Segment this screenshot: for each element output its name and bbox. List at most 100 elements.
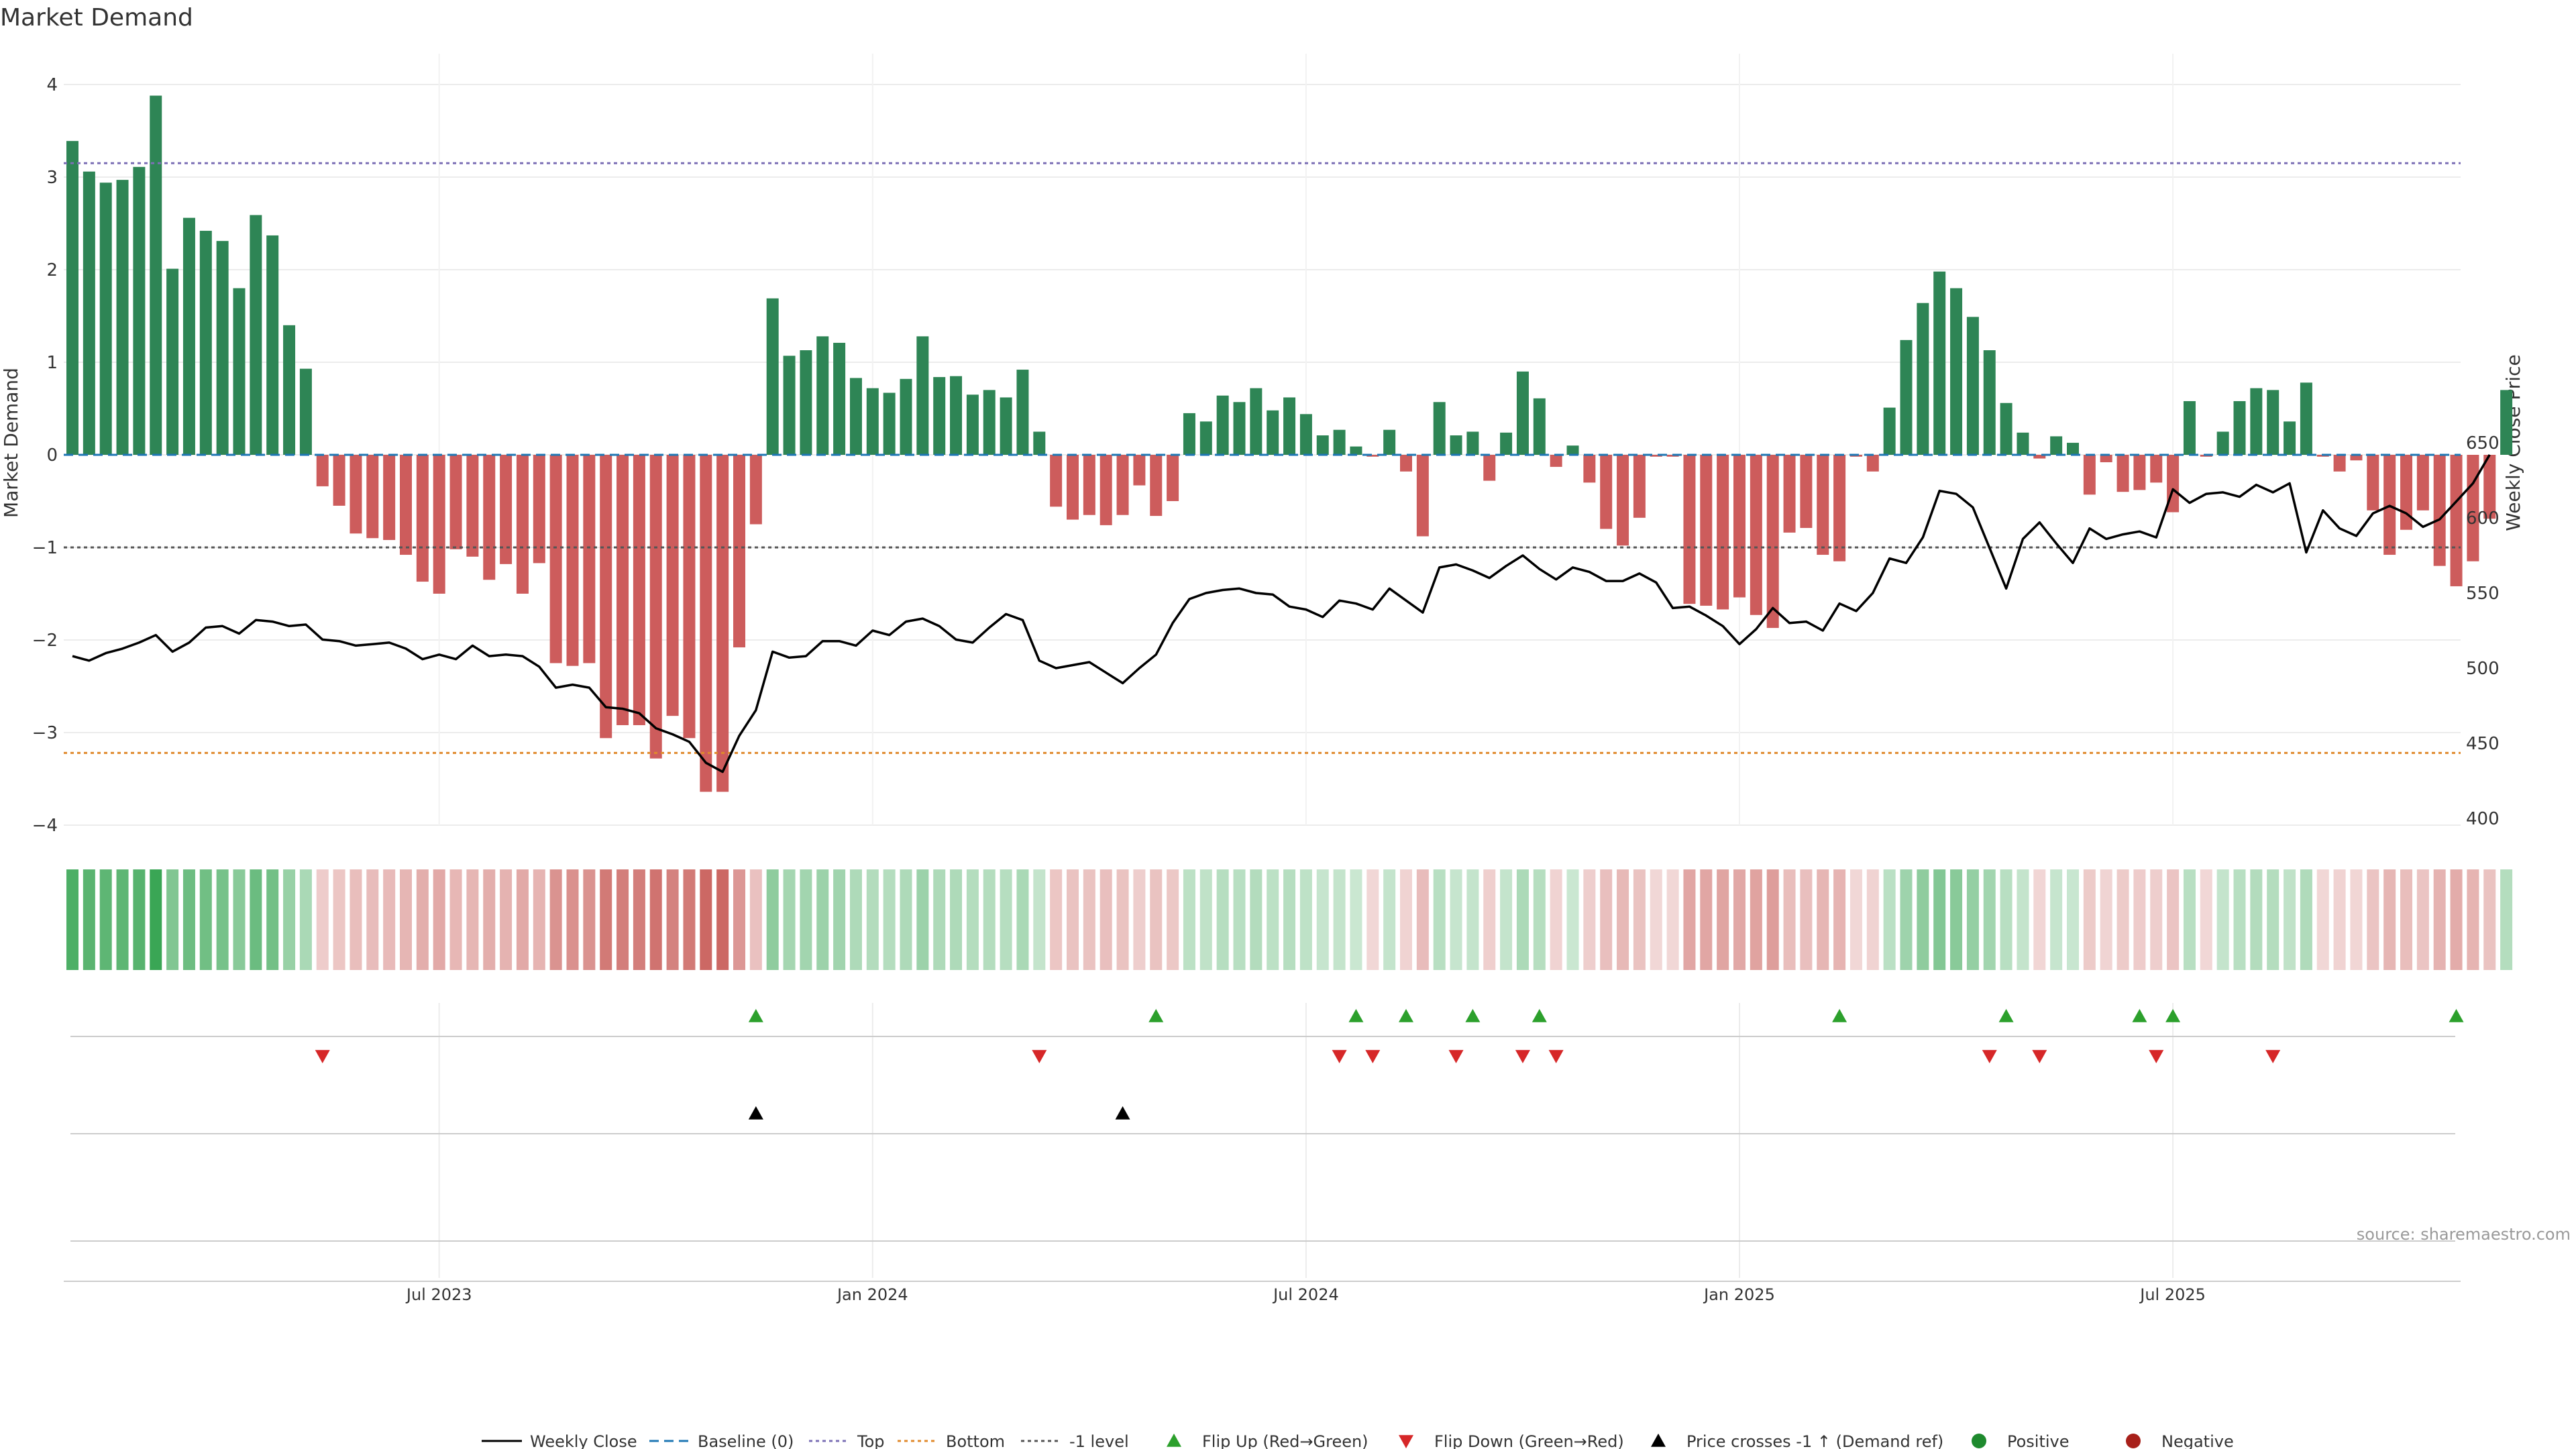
- status-strip-cell: [1133, 869, 1146, 970]
- demand-bar: [600, 455, 612, 739]
- status-strip-cell: [283, 869, 296, 970]
- demand-bar: [1366, 455, 1379, 457]
- legend-label: Price crosses -1 ↑ (Demand ref): [1686, 1432, 1943, 1449]
- flip-up-marker: [1998, 1009, 2014, 1022]
- demand-bar: [1016, 370, 1029, 455]
- status-strip-cell: [2433, 869, 2446, 970]
- demand-bar: [383, 455, 396, 540]
- demand-bar: [1183, 413, 1195, 455]
- demand-bar: [1267, 410, 1279, 455]
- flip-up-marker: [1532, 1009, 1547, 1022]
- demand-bar: [883, 392, 896, 455]
- status-strip-cell: [950, 869, 963, 970]
- status-strip-cell: [1633, 869, 1646, 970]
- status-strip-cell: [1299, 869, 1312, 970]
- demand-bar: [299, 368, 312, 455]
- status-strip-cell: [1250, 869, 1263, 970]
- demand-bar: [716, 455, 729, 792]
- demand-bar: [333, 455, 345, 506]
- flip-up-marker: [2449, 1009, 2464, 1022]
- demand-bar: [1550, 455, 1562, 467]
- demand-bar: [1416, 455, 1429, 537]
- demand-bar: [749, 455, 762, 525]
- price-cross-marker: [748, 1106, 763, 1120]
- status-strip-cell: [2383, 869, 2396, 970]
- legend-icon-triangle-up: [1167, 1434, 1181, 1447]
- status-strip-cell: [1583, 869, 1596, 970]
- demand-bar: [2433, 455, 2446, 566]
- status-strip-cell: [2467, 869, 2479, 970]
- demand-bar: [916, 336, 929, 455]
- status-strip-cell: [1783, 869, 1796, 970]
- chart-title: Market Demand: [0, 4, 193, 32]
- status-strip-cell: [199, 869, 212, 970]
- flip-down-marker: [2032, 1050, 2047, 1063]
- demand-bar: [649, 455, 662, 759]
- legend-icon-triangle-down: [1399, 1435, 1413, 1448]
- status-strip-cell: [1733, 869, 1746, 970]
- status-strip-cell: [500, 869, 513, 970]
- status-strip-cell: [1617, 869, 1629, 970]
- status-strip-cell: [700, 869, 712, 970]
- status-strip-cell: [2400, 869, 2412, 970]
- demand-bar: [1700, 455, 1713, 606]
- demand-bar: [866, 388, 879, 455]
- y-right-tick-label: 650: [2466, 433, 2500, 453]
- status-strip-cell: [2116, 869, 2129, 970]
- price-cross-marker: [1115, 1106, 1130, 1120]
- flip-down-marker: [315, 1050, 330, 1063]
- status-strip-cell: [933, 869, 946, 970]
- status-strip-cell: [1183, 869, 1195, 970]
- status-strip-cell: [400, 869, 412, 970]
- status-strip-cell: [683, 869, 696, 970]
- status-strip-cell: [1600, 869, 1613, 970]
- flip-down-marker: [1515, 1050, 1530, 1063]
- demand-bar: [2467, 455, 2479, 561]
- status-strip-cell: [1450, 869, 1462, 970]
- demand-bar: [1450, 435, 1462, 455]
- status-strip-cell: [2033, 869, 2046, 970]
- demand-bar: [2116, 455, 2129, 492]
- demand-bar: [1199, 421, 1212, 455]
- status-strip-cell: [2150, 869, 2163, 970]
- status-strip-cell: [1700, 869, 1713, 970]
- status-strip-cell: [849, 869, 862, 970]
- status-strip-cell: [2233, 869, 2246, 970]
- status-strip-cell: [1666, 869, 1679, 970]
- flip-down-marker: [1448, 1050, 1464, 1063]
- demand-bar: [1433, 402, 1446, 455]
- status-strip-cell: [1350, 869, 1362, 970]
- status-strip-cell: [1216, 869, 1229, 970]
- flip-up-marker: [1148, 1009, 1164, 1022]
- status-strip-cell: [366, 869, 379, 970]
- status-strip-cell: [1000, 869, 1012, 970]
- demand-bar: [1583, 455, 1596, 483]
- demand-bar: [516, 455, 529, 594]
- demand-bar: [483, 455, 496, 580]
- demand-bar: [1233, 402, 1246, 455]
- status-strip-cell: [1983, 869, 1996, 970]
- flip-down-marker: [2265, 1050, 2281, 1063]
- demand-bar: [66, 141, 78, 455]
- flip-up-marker: [2132, 1009, 2147, 1022]
- status-strip-cell: [1800, 869, 1813, 970]
- demand-bar: [1900, 339, 1913, 455]
- status-strip-cell: [2250, 869, 2263, 970]
- demand-bar: [1717, 455, 1729, 610]
- demand-bar: [116, 180, 129, 455]
- status-strip-cell: [1150, 869, 1163, 970]
- demand-bar: [1766, 455, 1779, 629]
- status-strip-cell: [1766, 869, 1779, 970]
- demand-bar: [2033, 455, 2046, 459]
- legend-icon-circle: [2126, 1434, 2141, 1448]
- demand-bar: [1950, 288, 1963, 455]
- demand-bar: [266, 235, 279, 455]
- y-axis-left-label: Market Demand: [0, 368, 22, 518]
- status-strip-cell: [2183, 869, 2196, 970]
- demand-bar: [1033, 431, 1046, 455]
- status-strip-cell: [333, 869, 345, 970]
- status-strip-cell: [133, 869, 146, 970]
- demand-bar: [99, 182, 112, 455]
- demand-bar: [1633, 455, 1646, 518]
- flip-down-marker: [1982, 1050, 1997, 1063]
